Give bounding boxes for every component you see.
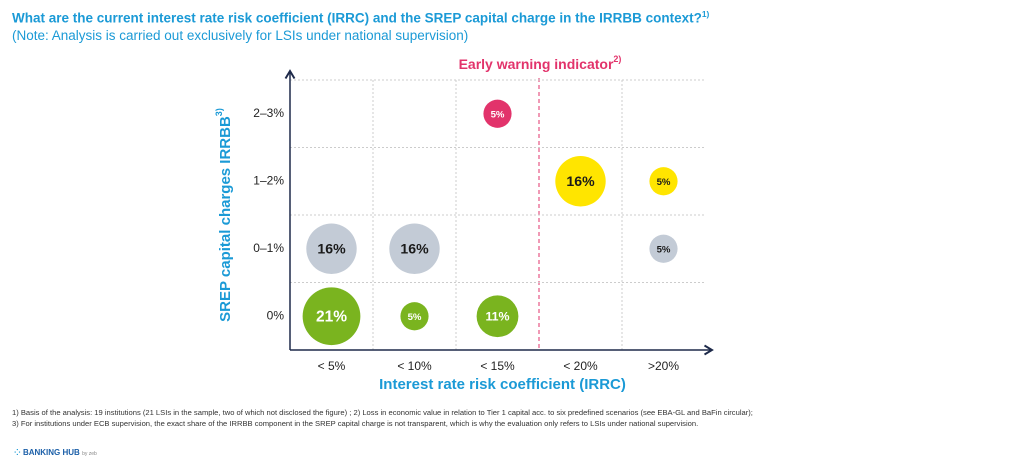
footnote: 3) For institutions under ECB supervisio… <box>12 419 699 428</box>
logo-by: by zeb <box>82 451 97 457</box>
bubble <box>476 295 519 338</box>
logo: ⁘ BANKING HUB by zeb <box>14 448 97 457</box>
data-label: 5% <box>657 177 671 188</box>
x-tick-label: < 10% <box>397 359 432 373</box>
chart-subtitle: (Note: Analysis is carried out exclusive… <box>12 28 469 43</box>
marker-label: Early warning indicator2) <box>459 54 622 71</box>
y-tick-label: 0–1% <box>253 241 284 255</box>
bubble <box>649 234 678 263</box>
y-axis-label-text: SREP capital charges IRRBB <box>217 116 234 322</box>
bubble <box>400 302 429 331</box>
x-tick-label: < 5% <box>318 359 346 373</box>
marker-label-note: 2) <box>613 54 621 64</box>
x-tick-label: >20% <box>648 359 679 373</box>
data-label: 11% <box>485 310 509 324</box>
logo-text: BANKING HUB <box>22 448 80 457</box>
bubble <box>306 223 357 274</box>
bubble <box>389 223 440 274</box>
bubble <box>555 156 606 207</box>
y-axis-label: SREP capital charges IRRBB3) <box>214 108 234 322</box>
data-label: 5% <box>657 244 671 255</box>
title-note: 1) <box>701 9 710 19</box>
data-label: 16% <box>566 173 595 189</box>
bubble <box>302 287 361 346</box>
y-tick-label: 2–3% <box>253 106 284 120</box>
bubble <box>649 167 678 196</box>
bubble <box>483 99 512 128</box>
footnote: 1) Basis of the analysis: 19 institution… <box>12 408 753 417</box>
y-axis-label-note: 3) <box>214 108 224 116</box>
chart-title: What are the current interest rate risk … <box>12 10 702 26</box>
title-block: What are the current interest rate risk … <box>12 9 709 26</box>
data-label: 16% <box>400 240 429 256</box>
data-label: 16% <box>317 240 346 256</box>
data-label: 5% <box>491 109 505 120</box>
y-tick-label: 1–2% <box>253 173 284 187</box>
x-tick-label: < 15% <box>480 359 515 373</box>
data-label: 21% <box>316 308 347 325</box>
y-tick-label: 0% <box>267 308 285 322</box>
x-axis-label: Interest rate risk coefficient (IRRC) <box>379 376 626 393</box>
x-tick-label: < 20% <box>563 359 598 373</box>
marker-label-text: Early warning indicator <box>459 56 614 72</box>
data-label: 5% <box>408 312 422 323</box>
